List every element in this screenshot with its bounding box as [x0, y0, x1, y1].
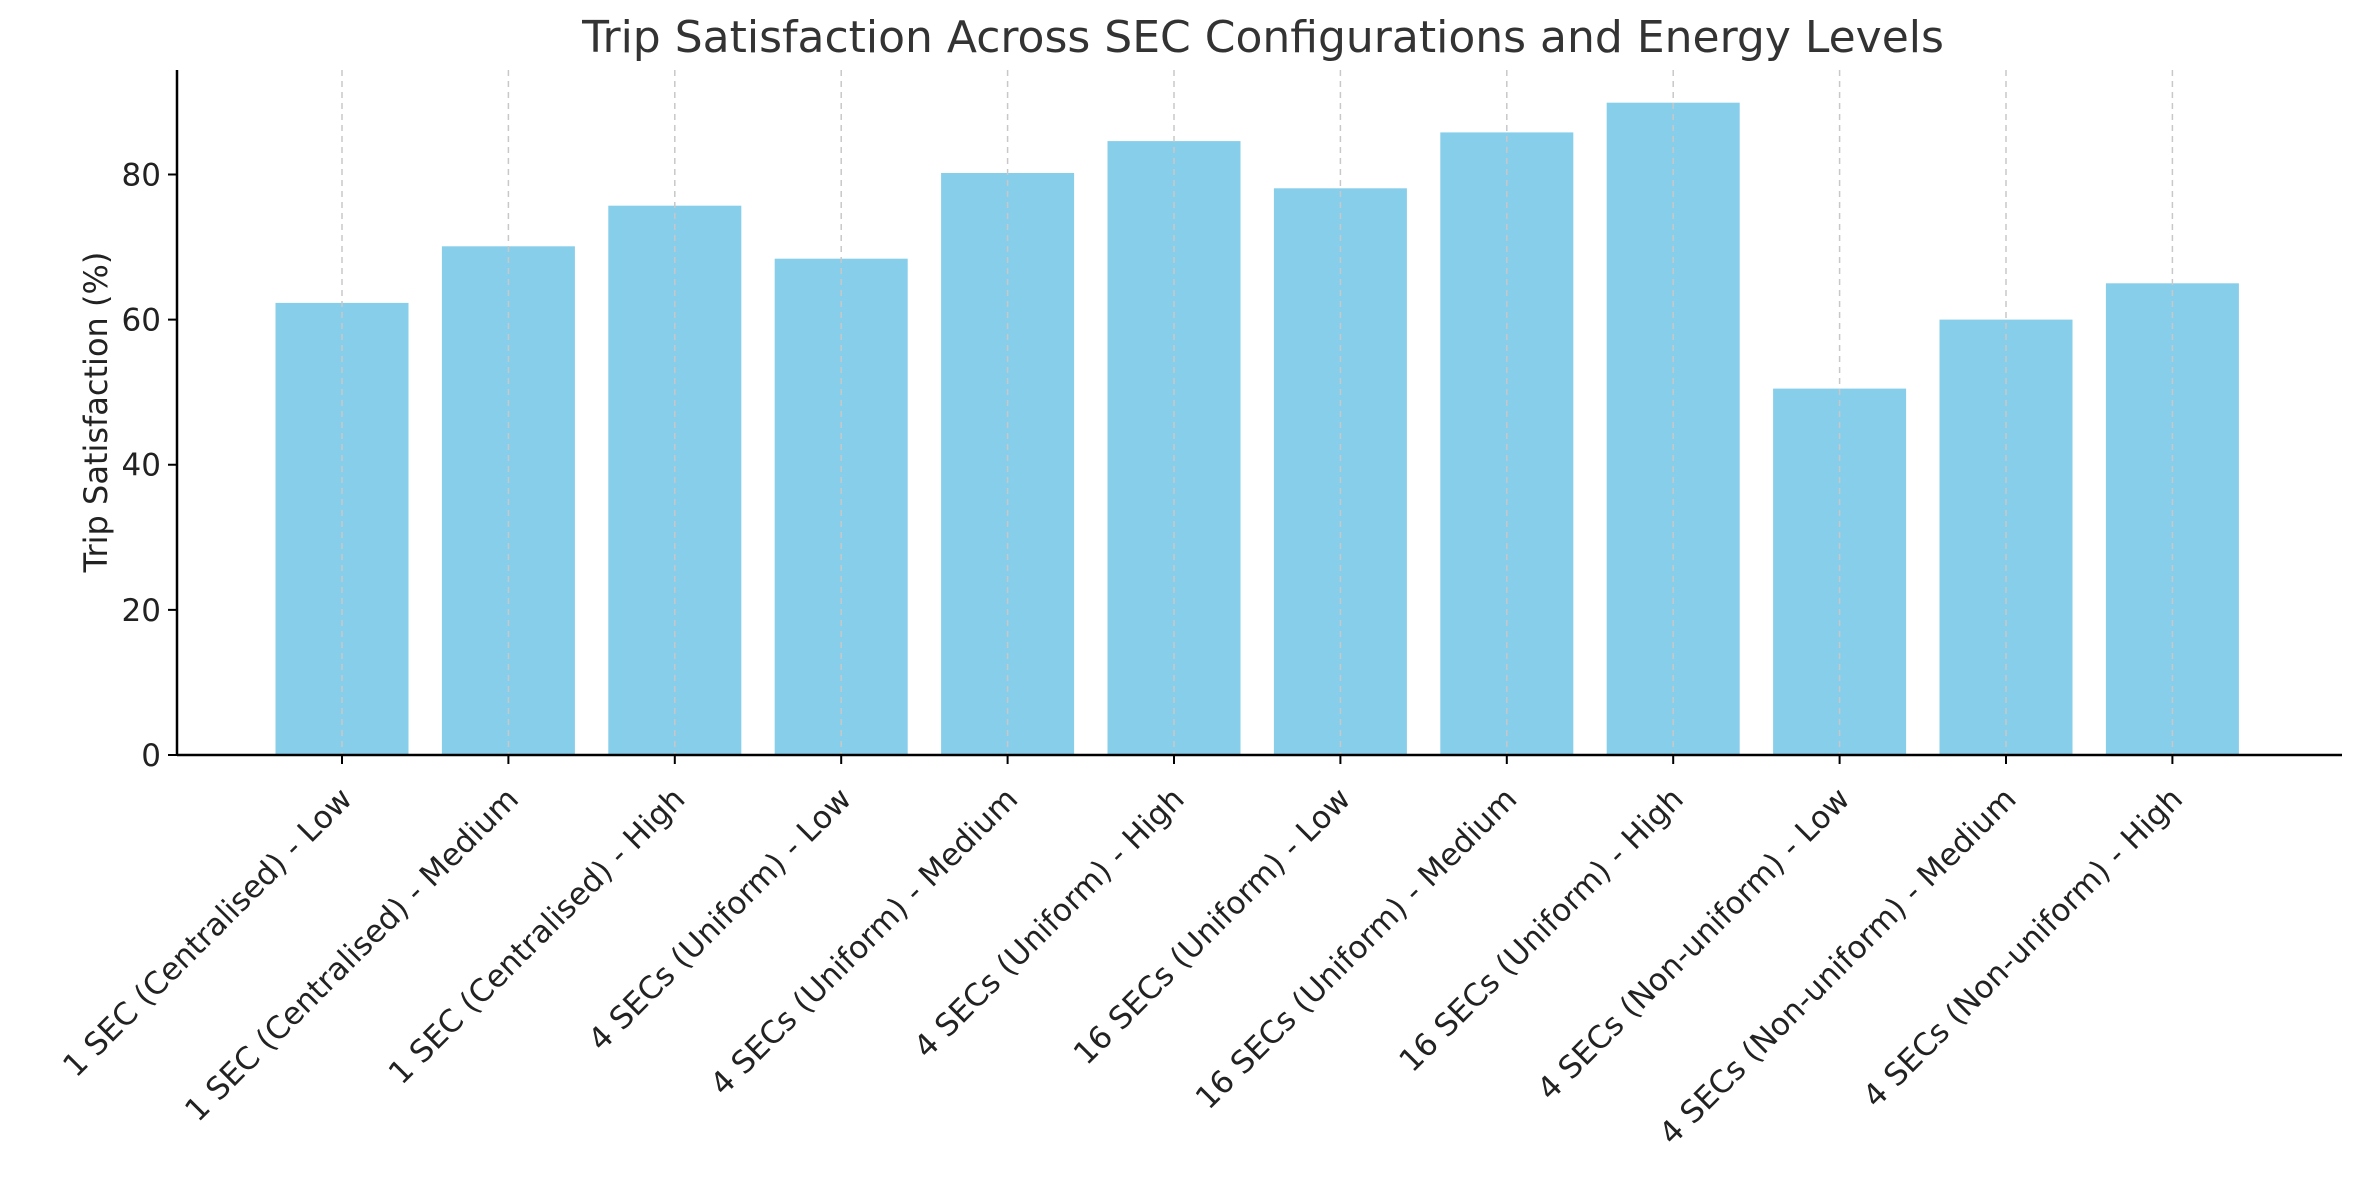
x-tick-label-9: 4 SECs (Non-uniform) - Low	[1531, 781, 1858, 1108]
x-tick-label-3: 4 SECs (Uniform) - Low	[582, 781, 859, 1058]
x-tick-label-0: 1 SEC (Centralised) - Low	[56, 781, 359, 1084]
x-tick-label-4: 4 SECs (Uniform) - Medium	[704, 781, 1026, 1103]
y-tick-label-0: 0	[141, 738, 161, 774]
y-tick-label-60: 60	[122, 303, 161, 339]
x-tick-label-7: 16 SECs (Uniform) - Medium	[1189, 781, 1525, 1117]
x-tick-label-5: 4 SECs (Uniform) - High	[907, 781, 1191, 1065]
y-axis-label: Trip Satisfaction (%)	[77, 252, 115, 574]
x-tick-label-2: 1 SEC (Centralised) - High	[382, 781, 692, 1091]
y-tick-label-80: 80	[122, 157, 161, 193]
chart-title: Trip Satisfaction Across SEC Configurati…	[581, 12, 1944, 63]
bar-3	[774, 258, 908, 755]
x-tick-label-11: 4 SECs (Non-uniform) - High	[1856, 781, 2190, 1115]
grid-lines-front	[341, 70, 2174, 755]
y-axis-ticks: 0 20 40 60 80	[122, 157, 177, 774]
x-tick-label-6: 16 SECs (Uniform) - Low	[1067, 781, 1358, 1072]
y-tick-label-20: 20	[122, 593, 161, 629]
x-tick-label-10: 4 SECs (Non-uniform) - Medium	[1652, 781, 2023, 1152]
axes	[175, 70, 2342, 757]
x-tick-label-1: 1 SEC (Centralised) - Medium	[178, 781, 526, 1129]
y-tick-label-40: 40	[122, 448, 161, 484]
bar-11	[2105, 283, 2239, 755]
bars	[275, 102, 2239, 756]
x-tick-label-8: 16 SECs (Uniform) - High	[1392, 781, 1690, 1079]
